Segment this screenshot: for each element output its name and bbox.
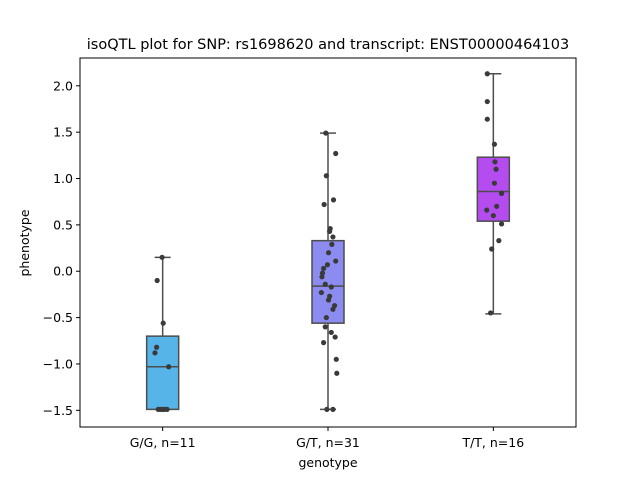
x-tick-label: T/T, n=16 [461,435,524,450]
data-point [489,246,495,252]
data-point [160,320,166,326]
data-point [484,71,490,77]
data-point [333,356,339,362]
data-point [322,324,328,330]
data-point [154,277,160,284]
data-point [321,201,327,208]
data-point [321,265,327,272]
data-point [152,350,158,356]
plot-area: −1.5 −1.0 −0.5 0.0 0.5 1.0 1.5 2.0 G/G, n=11 G/T,… [43,57,577,450]
data-point [164,406,170,412]
data-point [318,289,324,296]
y-tick-label: 1.0 [53,171,73,186]
data-point [494,203,500,209]
data-point [330,197,337,203]
data-point [333,258,339,264]
data-point [332,334,338,340]
data-point [328,329,334,336]
data-point [324,406,330,412]
data-point [328,284,334,290]
data-point [324,262,331,268]
data-point [492,159,498,165]
data-point [330,406,336,412]
x-axis-title: genotype [298,455,357,470]
data-point [323,314,329,321]
data-point [330,306,336,312]
point-group [318,130,340,412]
data-point [491,180,498,186]
y-tick-label: 2.0 [53,78,73,93]
data-point [325,250,332,256]
y-tick-label: 1.5 [53,125,73,140]
data-point [334,370,340,376]
chart-title: isoQTL plot for SNP: rs1698620 and trans… [87,37,569,53]
data-point [319,274,325,280]
data-point [498,190,505,196]
data-point [330,234,336,240]
data-point [159,254,165,260]
y-tick-label: −1.0 [43,356,73,371]
y-tick-label: −1.5 [43,403,73,418]
point-group [152,254,172,412]
box-group [476,73,511,315]
y-tick-label: −0.5 [43,310,73,325]
data-point [166,364,172,370]
point-group [484,71,505,316]
data-point [327,228,333,234]
data-point [323,173,329,179]
x-tick-label: G/G, n=11 [130,435,196,450]
y-tick-label: 0.0 [53,264,73,279]
data-point [484,98,490,105]
data-point [321,340,327,346]
data-point [484,207,490,213]
data-point [490,213,496,219]
data-point [154,344,160,350]
data-point [323,130,329,136]
iqr-box [145,335,180,411]
data-point [333,150,339,157]
data-point [484,116,490,122]
y-axis-title: phenotype [17,209,32,276]
x-tick-label: G/T, n=31 [296,435,360,450]
data-point [487,310,494,316]
y-tick-label: 0.5 [53,217,73,232]
data-point [491,141,498,147]
iqr-box [476,156,511,222]
data-point [498,221,505,227]
data-point [496,238,502,244]
data-point [322,281,328,287]
data-point [329,241,335,247]
box-group [145,256,180,411]
data-point [325,297,332,303]
data-point [493,166,499,172]
